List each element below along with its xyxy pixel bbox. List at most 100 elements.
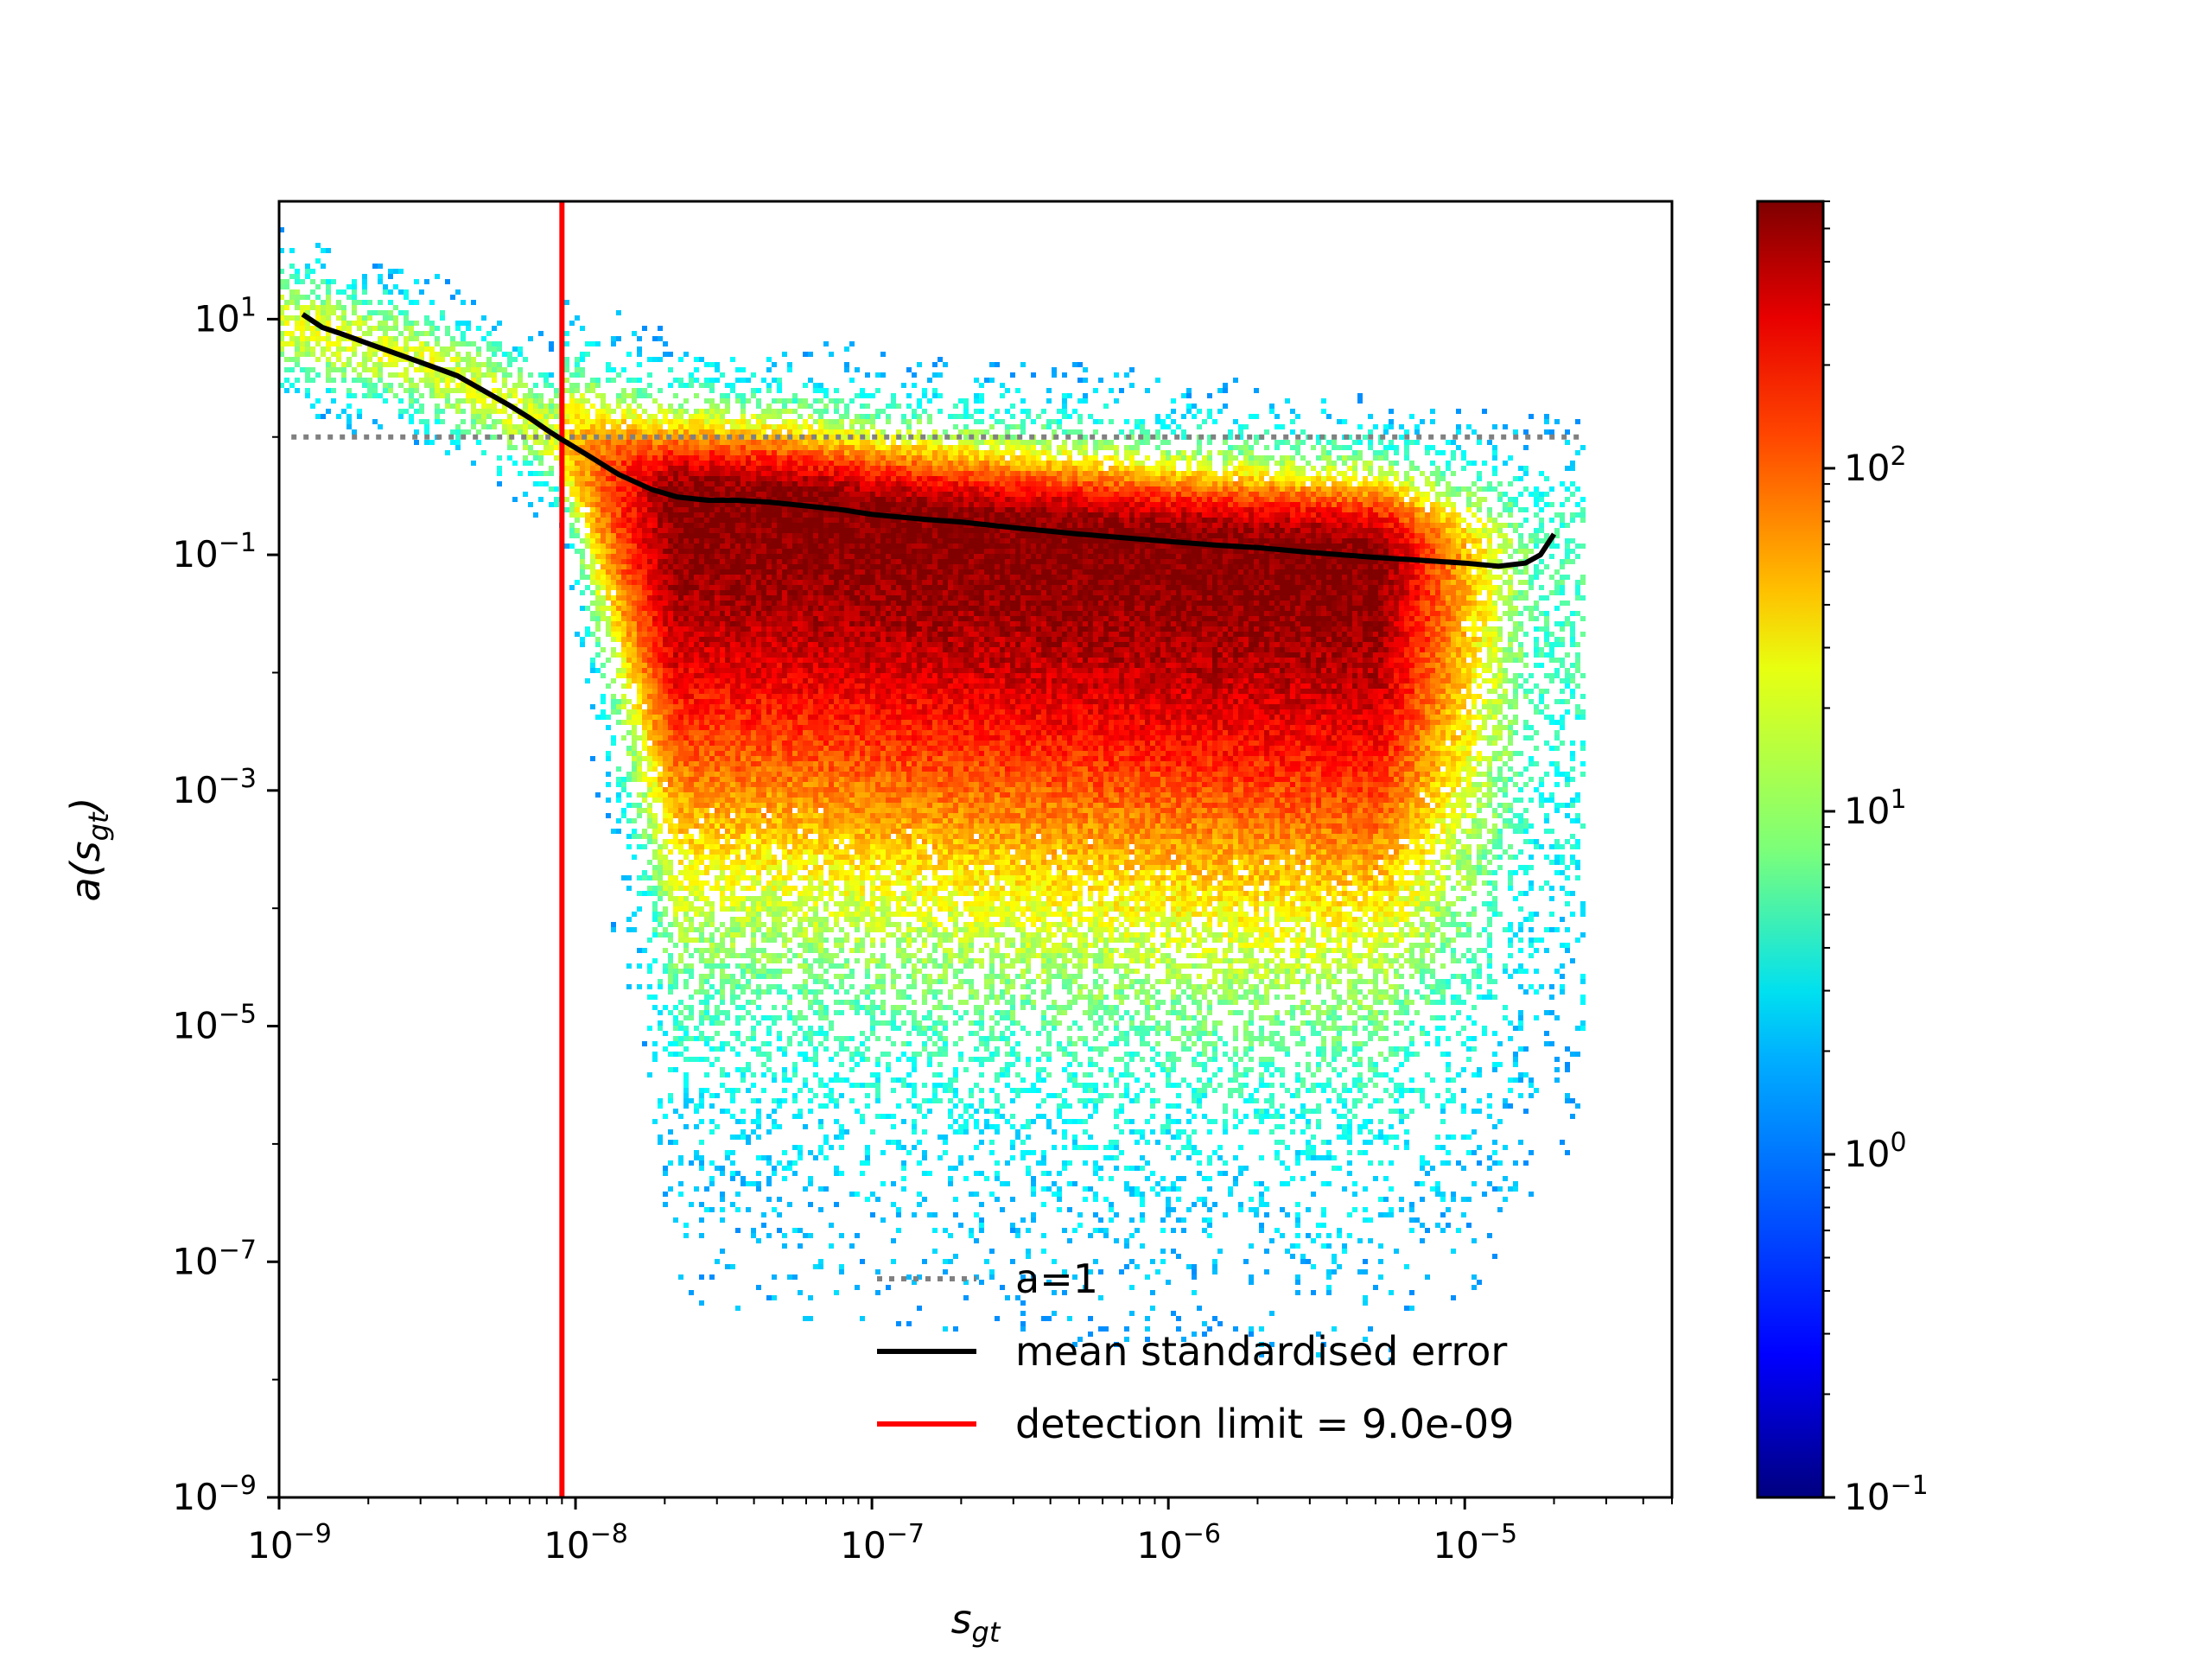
density-cell <box>683 554 689 559</box>
density-cell <box>772 497 777 502</box>
density-cell <box>606 367 611 372</box>
density-cell <box>720 813 725 818</box>
density-cell <box>741 367 746 372</box>
density-cell <box>720 466 725 471</box>
density-cell <box>709 678 715 683</box>
density-cell <box>668 367 673 372</box>
density-cell <box>725 429 730 435</box>
density-cell <box>709 512 715 518</box>
density-cell <box>761 683 766 689</box>
density-cell <box>709 756 715 761</box>
density-cell <box>699 777 704 782</box>
density-cell <box>689 486 694 492</box>
density-cell <box>502 424 507 429</box>
density-cell <box>782 445 787 450</box>
density-cell <box>761 569 766 575</box>
density-cell <box>658 461 663 466</box>
density-cell <box>709 1160 715 1166</box>
density-cell <box>761 891 766 896</box>
density-cell <box>367 367 372 372</box>
density-cell <box>730 927 735 932</box>
density-cell <box>367 378 372 383</box>
density-cell <box>751 658 756 663</box>
density-cell <box>414 300 419 305</box>
density-cell <box>751 543 756 549</box>
density-cell <box>709 1020 715 1026</box>
density-cell <box>782 699 787 704</box>
density-cell <box>658 912 663 917</box>
density-cell <box>735 466 741 471</box>
density-cell <box>580 393 585 398</box>
density-cell <box>751 689 756 694</box>
density-cell <box>663 1202 668 1207</box>
density-cell <box>792 751 798 756</box>
density-cell <box>746 725 751 730</box>
density-cell <box>289 383 295 388</box>
density-cell <box>694 886 699 891</box>
density-cell <box>606 461 611 466</box>
density-cell <box>414 331 419 336</box>
density-cell <box>652 761 658 766</box>
density-cell <box>735 1192 741 1197</box>
density-cell <box>616 429 621 435</box>
density-cell <box>699 1274 704 1280</box>
density-cell <box>792 575 798 580</box>
density-cell <box>792 658 798 663</box>
density-cell <box>772 766 777 772</box>
density-cell <box>735 435 741 440</box>
density-cell <box>621 787 626 792</box>
density-cell <box>694 626 699 632</box>
density-cell <box>756 1005 761 1010</box>
density-cell <box>637 948 642 953</box>
density-cell <box>642 689 647 694</box>
density-cell <box>782 1088 787 1093</box>
density-cell <box>730 798 735 803</box>
density-cell <box>741 1181 746 1186</box>
density-cell <box>694 1109 699 1114</box>
density-cell <box>435 352 440 357</box>
density-cell <box>673 678 678 683</box>
density-cell <box>663 720 668 725</box>
density-cell <box>658 1010 663 1015</box>
density-cell <box>787 678 792 683</box>
density-cell <box>720 1083 725 1088</box>
density-cell <box>709 1046 715 1052</box>
density-cell <box>606 362 611 367</box>
density-cell <box>315 398 321 404</box>
density-cell <box>357 341 362 346</box>
density-cell <box>704 507 709 512</box>
density-cell <box>694 782 699 787</box>
density-cell <box>663 787 668 792</box>
density-cell <box>766 912 772 917</box>
density-cell <box>668 404 673 409</box>
density-cell <box>782 989 787 995</box>
density-cell <box>621 507 626 512</box>
density-cell <box>787 409 792 414</box>
density-cell <box>678 798 683 803</box>
density-cell <box>689 834 694 839</box>
density-cell <box>720 735 725 741</box>
density-cell <box>694 1036 699 1041</box>
density-cell <box>751 906 756 912</box>
density-cell <box>777 984 782 989</box>
density-cell <box>647 466 652 471</box>
density-cell <box>741 683 746 689</box>
density-cell <box>730 637 735 642</box>
density-cell <box>715 865 720 870</box>
density-cell <box>668 580 673 585</box>
density-cell <box>741 953 746 958</box>
density-cell <box>637 626 642 632</box>
density-cell <box>741 621 746 626</box>
density-cell <box>720 1197 725 1202</box>
density-cell <box>678 932 683 938</box>
density-cell <box>683 818 689 823</box>
density-cell <box>616 777 621 782</box>
density-cell <box>683 642 689 647</box>
density-cell <box>486 404 492 409</box>
density-cell <box>772 658 777 663</box>
density-cell <box>777 606 782 611</box>
density-cell <box>782 549 787 554</box>
density-cell <box>772 507 777 512</box>
density-cell <box>461 388 466 393</box>
density-cell <box>590 616 595 621</box>
